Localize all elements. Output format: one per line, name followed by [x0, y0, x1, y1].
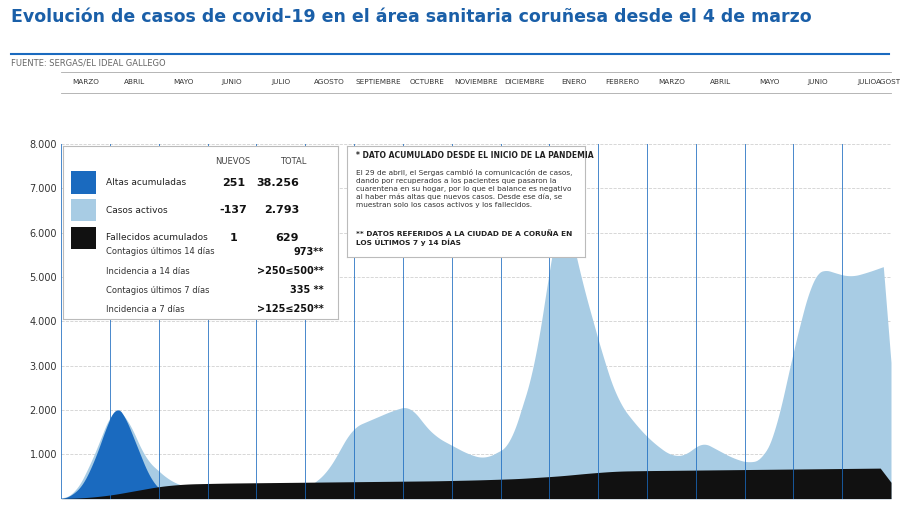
Text: MAYO: MAYO	[759, 79, 779, 85]
Text: 629: 629	[275, 233, 299, 243]
Text: OCTUBRE: OCTUBRE	[410, 79, 445, 85]
Text: FUENTE: SERGAS/EL IDEAL GALLEGO: FUENTE: SERGAS/EL IDEAL GALLEGO	[11, 58, 166, 67]
Text: ABRIL: ABRIL	[709, 79, 731, 85]
Bar	[71, 172, 96, 194]
Text: MARZO: MARZO	[658, 79, 685, 85]
Text: >125≤250**: >125≤250**	[257, 304, 324, 314]
Text: >250≤500**: >250≤500**	[257, 266, 324, 277]
Text: 335 **: 335 **	[290, 285, 324, 295]
Text: JULIO: JULIO	[271, 79, 291, 85]
Text: Contagios últimos 7 días: Contagios últimos 7 días	[105, 286, 209, 295]
Text: Evolución de casos de covid-19 en el área sanitaria coruñesa desde el 4 de marzo: Evolución de casos de covid-19 en el áre…	[11, 8, 812, 26]
Text: 973**: 973**	[293, 247, 324, 256]
Text: El 29 de abril, el Sergas cambió la comunicación de casos,
dando por recuperados: El 29 de abril, el Sergas cambió la comu…	[356, 169, 572, 208]
Text: 1: 1	[230, 233, 237, 243]
Text: FEBRERO: FEBRERO	[606, 79, 640, 85]
Text: 2.793: 2.793	[264, 205, 299, 215]
Bar	[71, 199, 96, 222]
Text: -137: -137	[220, 205, 248, 215]
Text: DICIEMBRE: DICIEMBRE	[505, 79, 545, 85]
Text: Altas acumuladas: Altas acumuladas	[105, 178, 185, 187]
Text: Fallecidos acumulados: Fallecidos acumulados	[105, 233, 207, 242]
Text: * DATO ACUMULADO DESDE EL INICIO DE LA PANDEMIA: * DATO ACUMULADO DESDE EL INICIO DE LA P…	[356, 151, 594, 160]
Text: TOTAL: TOTAL	[281, 157, 307, 166]
Text: 251: 251	[221, 178, 245, 188]
Text: ENERO: ENERO	[561, 79, 587, 85]
Text: SEPTIEMBRE: SEPTIEMBRE	[356, 79, 401, 85]
Text: Incidencia a 14 días: Incidencia a 14 días	[105, 267, 189, 276]
Text: JULIO: JULIO	[857, 79, 877, 85]
Text: AGOSTO: AGOSTO	[314, 79, 345, 85]
Text: JUNIO: JUNIO	[221, 79, 242, 85]
Bar	[71, 227, 96, 249]
Text: AGOSTO: AGOSTO	[876, 79, 900, 85]
Text: MAYO: MAYO	[173, 79, 194, 85]
Text: Casos activos: Casos activos	[105, 206, 167, 215]
Text: NUEVOS: NUEVOS	[216, 157, 251, 166]
Text: MARZO: MARZO	[72, 79, 99, 85]
Text: Contagios últimos 14 días: Contagios últimos 14 días	[105, 247, 214, 256]
Text: Incidencia a 7 días: Incidencia a 7 días	[105, 305, 184, 314]
Text: NOVIEMBRE: NOVIEMBRE	[454, 79, 498, 85]
Text: 38.256: 38.256	[256, 178, 299, 188]
Text: JUNIO: JUNIO	[807, 79, 828, 85]
Text: ** DATOS REFERIDOS A LA CIUDAD DE A CORUÑA EN
LOS ÚLTIMOS 7 y 14 DÍAS: ** DATOS REFERIDOS A LA CIUDAD DE A CORU…	[356, 230, 572, 246]
Text: ABRIL: ABRIL	[124, 79, 145, 85]
